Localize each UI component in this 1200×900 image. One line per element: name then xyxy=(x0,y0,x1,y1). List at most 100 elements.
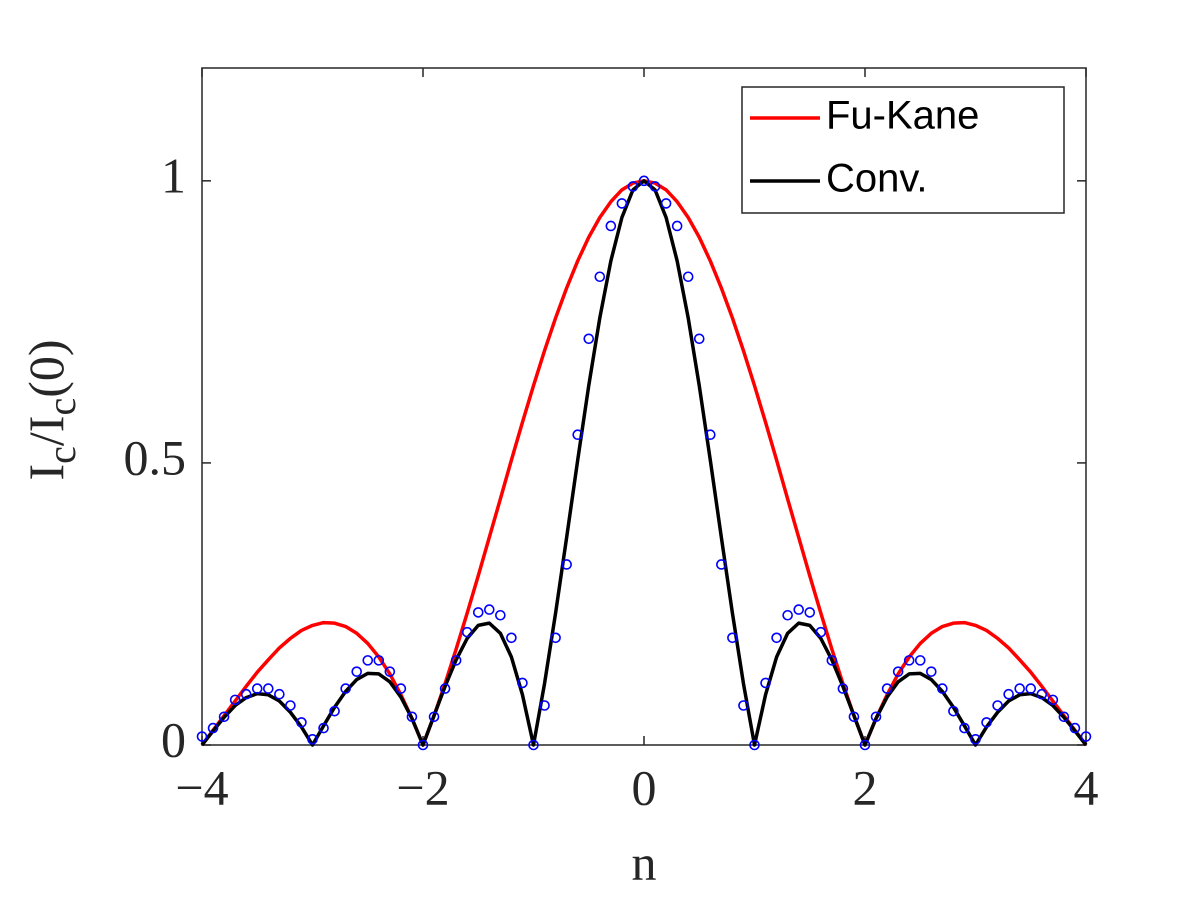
data-point xyxy=(1003,688,1014,700)
data-point xyxy=(815,626,827,638)
data-point xyxy=(373,655,385,666)
data-point xyxy=(837,683,849,694)
data-point xyxy=(804,607,816,618)
data-point xyxy=(760,677,771,689)
data-point xyxy=(903,655,915,666)
data-point xyxy=(384,666,396,677)
data-point xyxy=(881,683,893,694)
data-point xyxy=(561,559,572,570)
data-point xyxy=(1047,694,1059,706)
data-point xyxy=(727,632,738,644)
data-point xyxy=(638,175,650,187)
y-label-part: /I xyxy=(18,416,74,447)
y-axis-label: Ic/Ic(0) xyxy=(18,339,84,480)
data-point xyxy=(704,429,716,441)
data-point xyxy=(1069,722,1081,734)
data-point xyxy=(196,731,208,742)
data-point xyxy=(859,739,871,751)
y-label-sub: c xyxy=(39,398,84,416)
data-point xyxy=(406,711,418,723)
data-point xyxy=(660,198,672,209)
data-point xyxy=(981,717,992,728)
data-point xyxy=(605,220,617,232)
data-point xyxy=(782,609,793,621)
data-point xyxy=(793,604,805,615)
y-tick-label: 0 xyxy=(161,711,186,767)
data-point xyxy=(218,711,230,723)
data-point xyxy=(749,739,760,751)
data-point xyxy=(572,429,584,441)
data-point xyxy=(506,632,517,644)
data-point xyxy=(274,688,285,700)
legend-label: Conv. xyxy=(826,157,928,201)
data-point xyxy=(517,677,528,689)
data-point xyxy=(948,705,959,717)
data-point xyxy=(285,700,296,711)
data-point xyxy=(461,626,473,638)
x-tick-label: 0 xyxy=(632,759,657,815)
data-point xyxy=(450,655,462,666)
data-point xyxy=(848,711,860,723)
data-point xyxy=(1036,688,1048,700)
data-point xyxy=(627,181,639,192)
data-point xyxy=(472,607,484,618)
data-point xyxy=(959,722,970,734)
data-point xyxy=(826,655,838,666)
data-point xyxy=(738,700,749,711)
data-point xyxy=(649,181,661,192)
data-point xyxy=(550,632,561,644)
data-point xyxy=(296,717,307,728)
legend-label: Fu-Kane xyxy=(826,94,979,138)
data-point xyxy=(207,722,219,734)
data-point xyxy=(1025,683,1037,694)
data-point xyxy=(1058,711,1070,723)
legend-box xyxy=(741,86,1065,214)
data-point xyxy=(539,700,550,711)
data-point xyxy=(671,220,683,232)
data-point xyxy=(870,711,882,723)
data-point xyxy=(771,632,782,644)
data-point xyxy=(1080,731,1092,742)
data-point xyxy=(693,333,705,345)
data-point xyxy=(970,734,981,745)
data-point xyxy=(594,271,606,283)
data-point xyxy=(892,666,904,677)
y-label-part: I xyxy=(18,464,74,481)
data-point xyxy=(682,271,694,283)
data-point xyxy=(240,688,252,700)
data-point xyxy=(417,739,429,751)
data-point xyxy=(340,683,351,694)
data-point xyxy=(262,683,274,694)
data-point xyxy=(1014,683,1026,694)
x-tick-label: −2 xyxy=(396,759,449,815)
data-point xyxy=(495,609,506,621)
x-tick-label: 2 xyxy=(853,759,878,815)
data-point xyxy=(483,604,495,615)
data-point xyxy=(528,739,539,751)
y-label-sub: c xyxy=(39,446,84,464)
data-point xyxy=(318,722,329,734)
x-tick-label: 4 xyxy=(1074,759,1099,815)
data-point xyxy=(439,683,451,694)
data-point xyxy=(925,666,937,677)
data-point xyxy=(395,683,407,694)
data-point xyxy=(251,683,263,694)
data-point xyxy=(307,734,318,745)
data-point xyxy=(351,666,363,677)
x-axis-label: n xyxy=(632,834,657,890)
data-point xyxy=(583,333,595,345)
data-point xyxy=(428,711,440,723)
data-point xyxy=(937,683,948,694)
data-point xyxy=(992,700,1003,711)
data-point xyxy=(362,655,374,666)
data-point xyxy=(329,705,340,717)
data-point xyxy=(716,559,727,570)
y-tick-label: 1 xyxy=(161,147,186,203)
data-point xyxy=(229,694,241,706)
x-tick-label: −4 xyxy=(175,759,228,815)
y-label-part: (0) xyxy=(18,339,74,397)
y-tick-label: 0.5 xyxy=(124,429,187,485)
data-point xyxy=(616,198,628,209)
data-point xyxy=(914,655,926,666)
